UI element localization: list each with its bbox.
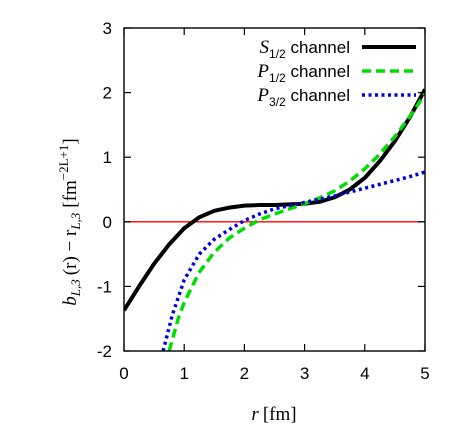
x-axis-label: r [fm] <box>251 404 296 425</box>
series-line-1 <box>167 92 425 351</box>
y-tick-label: 3 <box>103 19 112 38</box>
legend-label-1: P1/2 channel <box>256 61 350 85</box>
x-tick-label: 2 <box>240 364 249 383</box>
x-tick-label: 0 <box>119 364 128 383</box>
series-line-0 <box>124 88 425 312</box>
legend-label-2: P3/2 channel <box>256 85 350 109</box>
y-tick-label: 0 <box>103 213 112 232</box>
x-tick-label: 5 <box>420 364 429 383</box>
y-tick-label: -2 <box>97 342 112 361</box>
y-axis-label: bL,3(r) − rL,3[fm−2L+1] <box>56 138 83 305</box>
plot-frame <box>123 27 426 352</box>
x-tick-label: 4 <box>360 364 369 383</box>
y-tick-label: 2 <box>103 84 112 103</box>
x-tick-label: 1 <box>179 364 188 383</box>
y-tick-label: -1 <box>97 277 112 296</box>
y-tick-label: 1 <box>103 148 112 167</box>
legend-label-0: S1/2 channel <box>260 37 350 61</box>
x-tick-label: 3 <box>300 364 309 383</box>
series-line-2 <box>161 170 425 351</box>
